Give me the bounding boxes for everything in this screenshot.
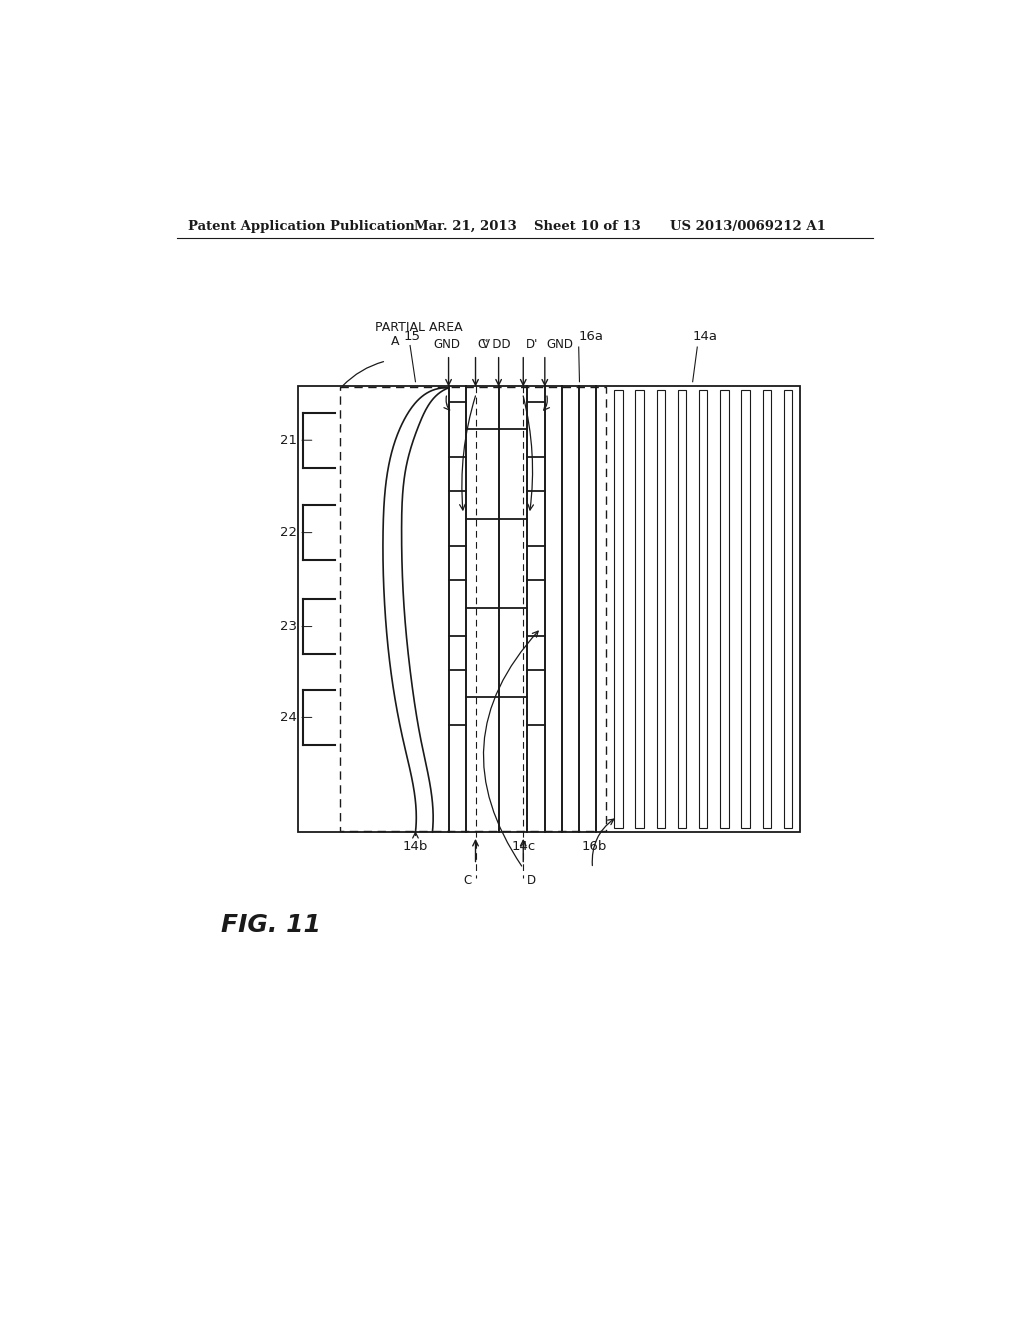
Text: D': D'	[525, 338, 538, 351]
Text: 14c: 14c	[511, 840, 536, 853]
Text: C: C	[464, 874, 472, 887]
Text: V DD: V DD	[482, 338, 511, 351]
Bar	[699, 391, 708, 828]
Bar	[678, 391, 686, 828]
Bar	[763, 391, 771, 828]
Text: A: A	[391, 335, 399, 348]
Text: D: D	[527, 874, 537, 887]
Bar	[340, 387, 606, 830]
Text: GND: GND	[433, 338, 461, 351]
Bar	[656, 391, 665, 828]
Text: 21: 21	[280, 434, 297, 446]
Text: GND: GND	[547, 338, 573, 351]
Text: 24: 24	[280, 711, 297, 723]
Bar	[614, 391, 623, 828]
Text: 16b: 16b	[582, 840, 607, 853]
Text: 22: 22	[280, 527, 297, 539]
Bar	[783, 391, 793, 828]
Bar	[298, 385, 801, 832]
Text: C': C'	[478, 338, 489, 351]
Text: Mar. 21, 2013: Mar. 21, 2013	[414, 219, 517, 232]
Text: 23: 23	[280, 620, 297, 634]
Bar	[720, 391, 729, 828]
Text: PARTIAL AREA: PARTIAL AREA	[376, 321, 463, 334]
Text: US 2013/0069212 A1: US 2013/0069212 A1	[670, 219, 825, 232]
Text: Sheet 10 of 13: Sheet 10 of 13	[535, 219, 641, 232]
Text: 14a: 14a	[692, 330, 718, 343]
Text: 16a: 16a	[579, 330, 604, 343]
Bar	[635, 391, 644, 828]
Text: FIG. 11: FIG. 11	[221, 913, 322, 937]
Text: 14b: 14b	[402, 840, 428, 853]
Text: 15: 15	[403, 330, 421, 343]
Text: Patent Application Publication: Patent Application Publication	[188, 219, 415, 232]
Bar	[741, 391, 750, 828]
